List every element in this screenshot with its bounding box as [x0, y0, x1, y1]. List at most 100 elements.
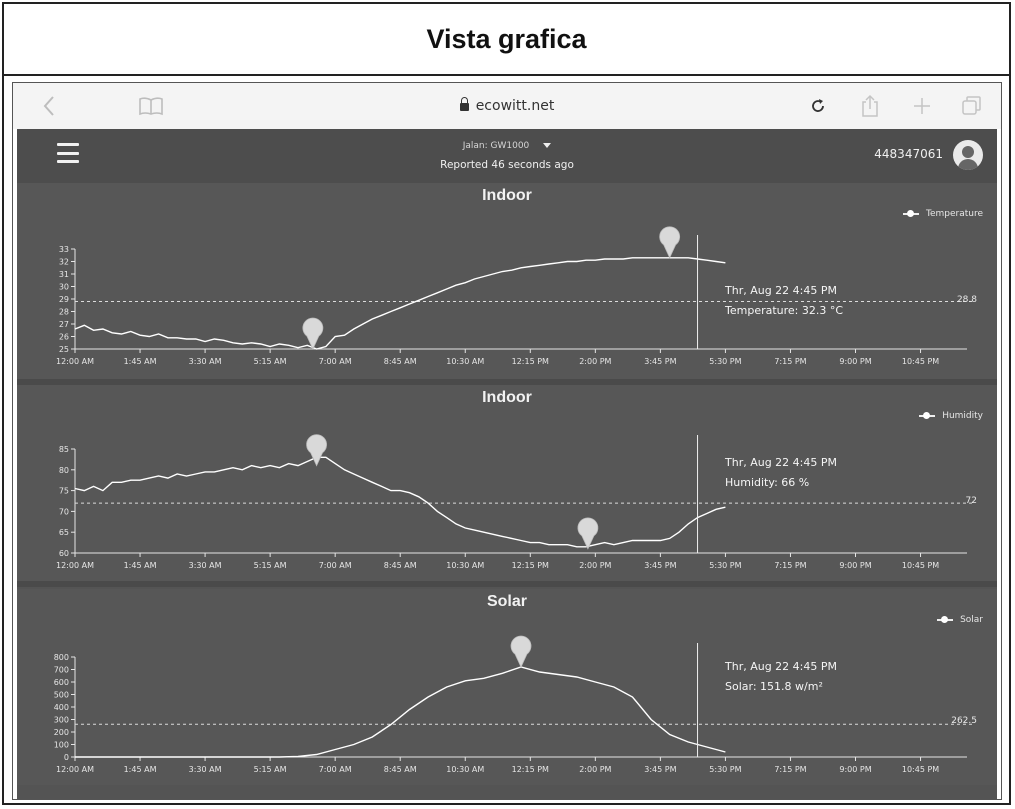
x-tick-label: 12:15 PM	[512, 765, 549, 774]
legend-swatch	[902, 210, 919, 217]
temperature-panel: Indoor Temperature 25 26 27 28 29 30 31 32 33 12:…	[17, 183, 997, 379]
x-tick-label: 2:00 PM	[579, 357, 611, 366]
y-tick-label: 33	[59, 245, 69, 254]
y-tick-label: 500	[54, 691, 69, 700]
series-line	[75, 666, 726, 758]
station-selector[interactable]: Jalan: GW1000	[17, 141, 997, 151]
x-tick-label: 7:15 PM	[774, 561, 806, 570]
marker-pin	[659, 226, 680, 259]
y-tick-label: 700	[54, 666, 69, 675]
marker-pin	[510, 635, 532, 668]
x-tick-label: 1:45 AM	[124, 357, 157, 366]
humidity-panel: Indoor Humidity 60 65 70 75 80 85 12:00 AM 1:45…	[17, 385, 997, 581]
marker-pin	[577, 517, 599, 550]
extreme-marker	[510, 635, 532, 668]
panel-divider	[17, 581, 997, 587]
tooltip-value: Solar: 151.8 w/m²	[725, 680, 823, 693]
panel-divider	[17, 379, 997, 385]
chart-tooltip: Thr, Aug 22 4:45 PM Humidity: 66 %	[725, 453, 837, 493]
average-label: 72	[965, 496, 977, 506]
x-tick-label: 1:45 AM	[124, 765, 157, 774]
chart-tooltip: Thr, Aug 22 4:45 PM Temperature: 32.3 °C	[725, 281, 843, 321]
solar-chart[interactable]: 0 100 200 300 400 500 600 700 800 12:00 AM 1:45 AM…	[17, 589, 997, 785]
x-tick-label: 7:00 AM	[319, 561, 352, 570]
chart-legend[interactable]: Temperature	[902, 209, 983, 219]
chart-title: Indoor	[482, 389, 532, 406]
chart-tooltip: Thr, Aug 22 4:45 PM Solar: 151.8 w/m²	[725, 657, 837, 697]
x-tick-label: 8:45 AM	[384, 561, 417, 570]
series-line	[74, 456, 726, 548]
reload-icon[interactable]	[807, 91, 829, 121]
y-tick-label: 26	[59, 333, 69, 342]
x-tick-label: 10:45 PM	[902, 765, 939, 774]
y-tick-label: 70	[59, 507, 69, 516]
legend-swatch	[919, 412, 936, 419]
x-tick-label: 10:30 AM	[446, 561, 484, 570]
chevron-down-icon	[543, 143, 552, 148]
humidity-chart[interactable]: 60 65 70 75 80 85 12:00 AM 1:45 AM 3:30 AM 5:15 A…	[17, 385, 997, 581]
x-tick-label: 7:15 PM	[774, 765, 806, 774]
x-tick-label: 9:00 PM	[839, 561, 871, 570]
x-tick-label: 10:30 AM	[446, 765, 484, 774]
chart-legend[interactable]: Humidity	[919, 411, 983, 421]
legend-label: Solar	[960, 615, 983, 625]
x-tick-label: 5:15 AM	[254, 561, 287, 570]
browser-toolbar: ecowitt.net	[13, 83, 1001, 129]
lock-icon	[459, 97, 469, 111]
x-tick-label: 3:30 AM	[189, 561, 222, 570]
extreme-marker	[659, 226, 680, 259]
x-tick-label: 5:30 PM	[709, 765, 741, 774]
y-tick-label: 29	[59, 295, 69, 304]
x-tick-label: 7:00 AM	[319, 357, 352, 366]
bookmarks-icon[interactable]	[137, 91, 165, 121]
avatar[interactable]	[953, 140, 983, 170]
figure-caption: Vista grafica	[4, 4, 1009, 76]
y-tick-label: 25	[59, 345, 69, 354]
tooltip-date: Thr, Aug 22 4:45 PM	[725, 284, 837, 297]
x-tick-label: 12:00 AM	[56, 765, 94, 774]
x-tick-label: 10:45 PM	[902, 561, 939, 570]
chart-title: Solar	[486, 593, 527, 610]
chart-title: Indoor	[482, 187, 532, 204]
x-tick-label: 5:30 PM	[709, 357, 741, 366]
x-tick-label: 1:45 AM	[124, 561, 157, 570]
reported-status: Reported 46 seconds ago	[440, 159, 574, 171]
url-text: ecowitt.net	[475, 98, 555, 114]
x-tick-label: 8:45 AM	[384, 765, 417, 774]
x-tick-label: 8:45 AM	[384, 357, 417, 366]
back-icon[interactable]	[39, 91, 59, 121]
x-tick-label: 10:45 PM	[902, 357, 939, 366]
ecowitt-dashboard: Jalan: GW1000 Reported 46 seconds ago 44…	[17, 129, 997, 799]
chart-legend[interactable]: Solar	[937, 615, 983, 625]
x-tick-label: 5:15 AM	[254, 765, 287, 774]
x-tick-label: 12:00 AM	[56, 357, 94, 366]
dashboard-header: Jalan: GW1000 Reported 46 seconds ago 44…	[17, 129, 997, 183]
extreme-marker	[302, 317, 324, 350]
x-tick-label: 5:15 AM	[254, 357, 287, 366]
y-tick-label: 65	[59, 528, 69, 537]
share-icon[interactable]	[859, 91, 881, 121]
y-tick-label: 27	[59, 320, 69, 329]
user-id[interactable]: 448347061	[874, 147, 943, 161]
x-tick-label: 7:15 PM	[774, 357, 806, 366]
y-tick-label: 200	[54, 728, 69, 737]
add-tab-icon[interactable]	[911, 91, 933, 121]
x-tick-label: 3:45 PM	[644, 765, 676, 774]
solar-panel: Solar Solar 0 100 200 300 400 500 600 700 800 12:…	[17, 589, 997, 785]
y-tick-label: 75	[59, 487, 69, 496]
y-tick-label: 60	[59, 549, 69, 558]
menu-icon[interactable]	[57, 143, 79, 163]
extreme-marker	[306, 434, 327, 467]
y-tick-label: 28	[59, 308, 69, 317]
x-tick-label: 12:00 AM	[56, 561, 94, 570]
temperature-chart[interactable]: 25 26 27 28 29 30 31 32 33 12:00 AM 1:45 AM 3:30 AM…	[17, 183, 997, 379]
station-name: Jalan: GW1000	[462, 141, 530, 151]
series-line	[74, 257, 726, 350]
y-tick-label: 80	[59, 466, 69, 475]
tabs-icon[interactable]	[959, 91, 985, 121]
x-tick-label: 3:30 AM	[189, 765, 222, 774]
x-tick-label: 12:15 PM	[512, 357, 549, 366]
marker-pin	[306, 434, 327, 467]
address-bar[interactable]: ecowitt.net	[13, 83, 1001, 129]
